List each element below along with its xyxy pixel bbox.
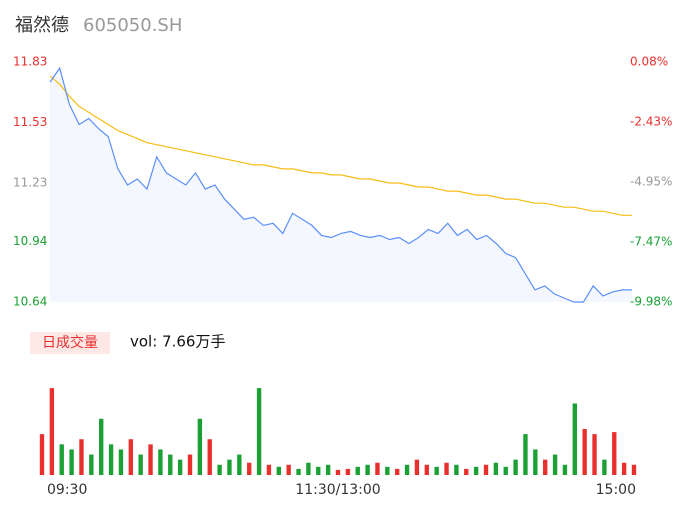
volume-bar [375, 462, 380, 475]
volume-bar [523, 434, 528, 475]
volume-bar [631, 464, 637, 475]
volume-summary: vol: 7.66万手 [130, 333, 225, 351]
x-tick-label: 11:30/13:00 [295, 482, 380, 498]
volume-bar [39, 434, 45, 475]
volume-bar [108, 444, 114, 475]
x-tick-label: 15:00 [596, 482, 636, 498]
volume-bar [464, 468, 469, 475]
y-tick-label: 11.53 [13, 115, 47, 129]
stock-code: 605050.SH [83, 15, 182, 36]
volume-bar [89, 454, 94, 475]
volume-bar [365, 464, 370, 475]
volume-bar [473, 466, 479, 475]
volume-bar [395, 468, 400, 475]
volume-bar [227, 459, 232, 475]
volume-pill [30, 332, 110, 354]
volume-bar [335, 469, 341, 475]
y2-tick-label: -7.47% [630, 235, 672, 249]
volume-bar [533, 449, 538, 475]
volume-bar [177, 459, 183, 475]
volume-bar [306, 462, 311, 475]
volume-bar [552, 454, 558, 475]
stock-name: 福然德 [15, 15, 69, 36]
volume-bar [572, 403, 577, 475]
y2-tick-label: 0.08% [630, 55, 668, 69]
volume-bar [434, 466, 439, 475]
series-line [49, 66, 632, 303]
volume-title: 日成交量 [42, 334, 98, 351]
volume-bar [454, 464, 459, 475]
volume-bar [276, 466, 281, 475]
volume-bar [59, 444, 64, 475]
volume-bar [345, 468, 351, 475]
volume-bar [621, 462, 627, 475]
volume-bar [79, 439, 84, 475]
y-tick-label: 11.23 [13, 176, 47, 190]
volume-bar [197, 418, 203, 475]
volume-bar [404, 464, 410, 475]
volume-bar [582, 429, 587, 475]
volume-bar [148, 444, 153, 475]
volume-bar [138, 454, 143, 475]
volume-bar [592, 434, 597, 475]
volume-bar [187, 454, 193, 475]
volume-bar [247, 462, 252, 475]
volume-bar [158, 449, 163, 475]
volume-bar [286, 464, 291, 475]
series-line [49, 75, 632, 216]
volume-bar [414, 459, 420, 475]
y-tick-label: 11.83 [13, 55, 47, 69]
volume-bar [316, 466, 321, 475]
volume-bar [217, 464, 222, 475]
volume-bar [118, 449, 124, 475]
volume-bar [237, 454, 242, 475]
y2-tick-label: -2.43% [630, 114, 672, 128]
y-tick-label: 10.94 [13, 234, 47, 248]
x-tick-label: 09:30 [47, 482, 87, 498]
volume-bar [325, 464, 331, 475]
price-area [50, 68, 632, 302]
volume-bar [483, 464, 489, 475]
volume-bar [296, 468, 301, 475]
volume-bar [207, 439, 212, 475]
y-tick-label: 10.64 [13, 295, 47, 309]
volume-bar [49, 388, 55, 475]
volume-bar [385, 466, 390, 475]
volume-bar [69, 449, 74, 475]
volume-bar [513, 459, 518, 475]
volume-bar [602, 459, 607, 475]
volume-bar [493, 462, 499, 475]
volume-bar [128, 439, 133, 475]
volume-bar [168, 454, 173, 475]
volume-bar [266, 464, 272, 475]
volume-bar [612, 432, 617, 475]
volume-bar [503, 466, 508, 475]
volume-bar [99, 418, 104, 475]
volume-bar [355, 466, 360, 475]
volume-bar [424, 464, 429, 475]
volume-bar [256, 388, 262, 475]
volume-bar [444, 462, 449, 475]
volume-bar [562, 464, 568, 475]
y2-tick-label: -4.95% [630, 175, 672, 189]
y2-tick-label: -9.98% [630, 295, 672, 309]
volume-bar [543, 459, 548, 475]
